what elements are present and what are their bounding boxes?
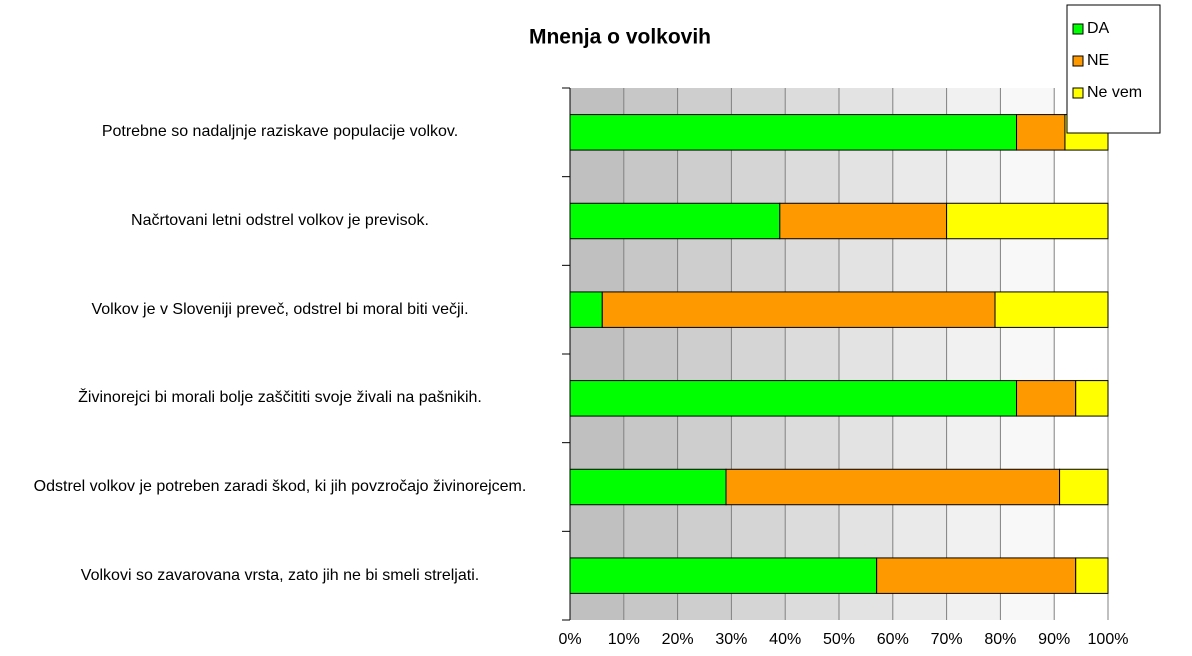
- x-tick-label: 50%: [823, 631, 855, 648]
- legend-swatch: [1072, 23, 1084, 35]
- legend-swatch: [1072, 55, 1084, 67]
- x-tick-label: 40%: [769, 631, 801, 648]
- x-tick-label: 0%: [558, 631, 581, 648]
- x-tick-label: 90%: [1038, 631, 1070, 648]
- x-tick-label: 70%: [931, 631, 963, 648]
- plot-shade: [785, 88, 839, 620]
- bar-segment: [569, 557, 878, 594]
- y-tick-label: Potrebne so nadaljnje raziskave populaci…: [101, 123, 459, 141]
- plot-shade: [839, 88, 893, 620]
- plot-shade: [731, 88, 786, 620]
- bar-segment: [569, 291, 603, 328]
- chart-title: Mnenja o volkovih: [529, 26, 711, 49]
- bar-segment: [1075, 380, 1109, 417]
- legend-label: Ne vem: [1087, 84, 1142, 101]
- x-tick-label: 30%: [715, 631, 747, 648]
- bar-segment: [725, 468, 1061, 506]
- x-tick-label: 10%: [608, 631, 640, 648]
- plot-shade: [892, 88, 947, 620]
- legend-swatch: [1072, 87, 1084, 99]
- bar-segment: [779, 202, 948, 240]
- x-tick-label: 20%: [662, 631, 694, 648]
- bar-segment: [601, 291, 996, 328]
- legend-label: NE: [1087, 52, 1109, 69]
- plot-shade: [946, 88, 1001, 620]
- plot-shade: [570, 88, 624, 620]
- y-tick-label: Volkov je v Sloveniji preveč, odstrel bi…: [91, 300, 469, 318]
- plot-shade: [1054, 88, 1108, 620]
- bar-segment: [1059, 468, 1109, 506]
- plot-shade: [677, 88, 732, 620]
- x-tick-label: 60%: [877, 631, 909, 648]
- bar-segment: [569, 202, 781, 240]
- plot-shade: [1000, 88, 1055, 620]
- y-tick-label: Odstrel volkov je potreben zaradi škod, …: [33, 478, 527, 495]
- bar-segment: [876, 557, 1077, 594]
- x-tick-label: 80%: [984, 631, 1016, 648]
- plot-shade: [623, 88, 678, 620]
- y-tick-label: Volkovi so zavarovana vrsta, zato jih ne…: [80, 566, 480, 584]
- bar-segment: [1075, 557, 1109, 594]
- y-tick-label: Živinorejci bi morali bolje zaščititi sv…: [78, 389, 482, 407]
- bar-segment: [569, 468, 727, 506]
- bar-segment: [1016, 380, 1077, 417]
- bar-segment: [1016, 114, 1066, 151]
- bar-segment: [946, 202, 1109, 240]
- x-tick-label: 100%: [1088, 631, 1129, 648]
- bar-segment: [994, 291, 1109, 328]
- legend-label: DA: [1087, 20, 1110, 37]
- bar-segment: [569, 114, 1018, 151]
- y-tick-label: Načrtovani letni odstrel volkov je previ…: [131, 212, 429, 229]
- bar-segment: [569, 380, 1018, 417]
